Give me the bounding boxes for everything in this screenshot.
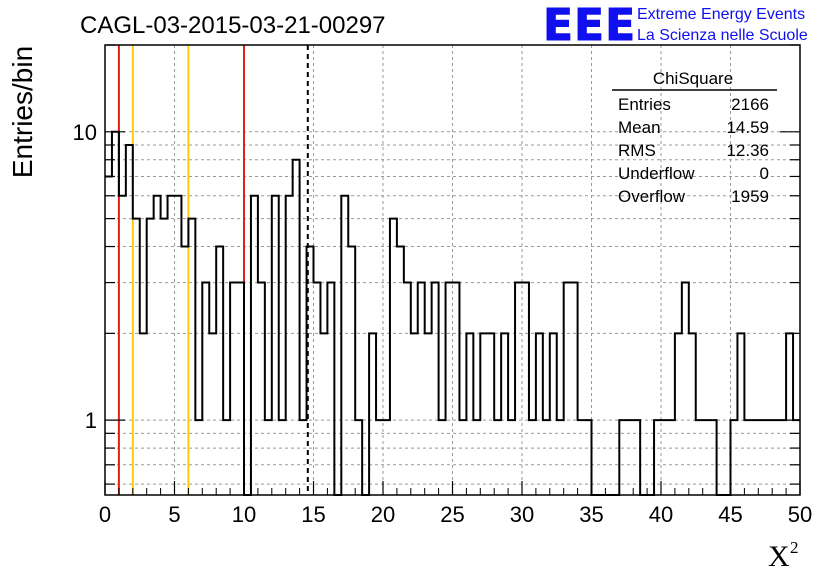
x-tick-label: 25 <box>440 502 464 527</box>
x-tick-label: 45 <box>718 502 742 527</box>
x-tick-label: 10 <box>232 502 256 527</box>
logo-line-1: Extreme Energy Events <box>637 6 805 23</box>
x-tick-label: 50 <box>788 502 812 527</box>
grid-lines <box>105 44 800 495</box>
stats-row: RMS 12.36 <box>618 141 769 160</box>
axis-tick-labels: 0 5 10 15 20 25 30 35 40 45 50 1 10 <box>73 120 813 527</box>
y-tick-label: 1 <box>85 408 97 433</box>
x-axis-label-base: X <box>768 540 790 572</box>
x-tick-label: 15 <box>301 502 325 527</box>
stats-row-value: 1959 <box>731 187 769 206</box>
stats-row-value: 2166 <box>731 95 769 114</box>
histogram-series <box>105 130 800 496</box>
stats-row: Underflow 0 <box>618 164 769 183</box>
x-tick-label: 30 <box>510 502 534 527</box>
x-tick-label: 20 <box>371 502 395 527</box>
x-axis-label-superscript: 2 <box>790 538 799 557</box>
chart-title: CAGL-03-2015-03-21-00297 <box>80 12 386 39</box>
stats-row: Entries 2166 <box>618 95 769 114</box>
eee-logo: EEE Extreme Energy Events La Scienza nel… <box>543 0 808 52</box>
stats-row-value: 14.59 <box>726 118 769 137</box>
histogram-outline <box>105 130 800 496</box>
x-tick-label: 35 <box>579 502 603 527</box>
stats-row-label: Underflow <box>618 164 695 183</box>
stats-row-label: Entries <box>618 95 671 114</box>
stats-row-label: RMS <box>618 141 656 160</box>
stats-box-title: ChiSquare <box>653 69 733 88</box>
stats-box: ChiSquare Entries 2166 Mean 14.59 RMS 12… <box>612 69 777 206</box>
x-tick-label: 40 <box>649 502 673 527</box>
y-tick-label: 10 <box>73 120 97 145</box>
x-tick-label: 5 <box>168 502 180 527</box>
logo-line-2: La Scienza nelle Scuole <box>637 27 808 44</box>
logo-mark: EEE <box>543 0 636 51</box>
stats-row: Mean 14.59 <box>618 118 769 137</box>
stats-row: Overflow 1959 <box>618 187 769 206</box>
stats-row-value: 0 <box>760 164 769 183</box>
stats-row-value: 12.36 <box>726 141 769 160</box>
y-axis-label: Entries/bin <box>7 46 38 178</box>
stats-row-label: Overflow <box>618 187 686 206</box>
plot-frame <box>104 44 801 496</box>
x-tick-label: 0 <box>99 502 111 527</box>
stats-row-label: Mean <box>618 118 661 137</box>
x-axis-label: X 2 <box>768 538 799 572</box>
